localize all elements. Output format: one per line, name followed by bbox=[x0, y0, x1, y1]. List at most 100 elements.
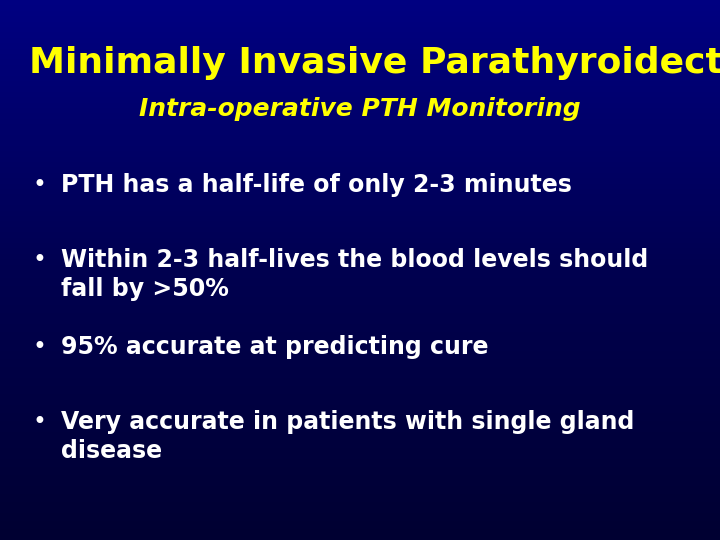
Bar bbox=[0, 294, 720, 297]
Bar bbox=[0, 200, 720, 202]
Bar bbox=[0, 537, 720, 540]
Bar bbox=[0, 284, 720, 286]
Bar bbox=[0, 354, 720, 356]
Bar bbox=[0, 143, 720, 146]
Bar bbox=[0, 94, 720, 97]
Text: Very accurate in patients with single gland
disease: Very accurate in patients with single gl… bbox=[61, 410, 634, 463]
Text: Minimally Invasive Parathyroidectomy: Minimally Invasive Parathyroidectomy bbox=[29, 46, 720, 80]
Bar bbox=[0, 35, 720, 38]
Text: 95% accurate at predicting cure: 95% accurate at predicting cure bbox=[61, 335, 489, 359]
Bar bbox=[0, 19, 720, 22]
Bar bbox=[0, 370, 720, 373]
Bar bbox=[0, 211, 720, 213]
Bar bbox=[0, 22, 720, 24]
Bar bbox=[0, 300, 720, 302]
Bar bbox=[0, 86, 720, 89]
Bar bbox=[0, 78, 720, 81]
Bar bbox=[0, 437, 720, 440]
Bar bbox=[0, 14, 720, 16]
Bar bbox=[0, 402, 720, 405]
Bar bbox=[0, 100, 720, 103]
Text: •: • bbox=[32, 410, 47, 434]
Bar bbox=[0, 502, 720, 505]
Bar bbox=[0, 497, 720, 500]
Bar bbox=[0, 127, 720, 130]
Bar bbox=[0, 451, 720, 454]
Bar bbox=[0, 184, 720, 186]
Bar bbox=[0, 508, 720, 510]
Bar bbox=[0, 68, 720, 70]
Bar bbox=[0, 259, 720, 262]
Bar bbox=[0, 51, 720, 54]
Bar bbox=[0, 478, 720, 481]
Bar bbox=[0, 273, 720, 275]
Bar bbox=[0, 524, 720, 526]
Bar bbox=[0, 521, 720, 524]
Bar bbox=[0, 235, 720, 238]
Bar bbox=[0, 178, 720, 181]
Bar bbox=[0, 30, 720, 32]
Bar bbox=[0, 167, 720, 170]
Bar bbox=[0, 510, 720, 513]
Bar bbox=[0, 243, 720, 246]
Bar bbox=[0, 59, 720, 62]
Bar bbox=[0, 270, 720, 273]
Bar bbox=[0, 348, 720, 351]
Bar bbox=[0, 389, 720, 392]
Bar bbox=[0, 526, 720, 529]
Bar bbox=[0, 297, 720, 300]
Bar bbox=[0, 124, 720, 127]
Text: Within 2-3 half-lives the blood levels should
fall by >50%: Within 2-3 half-lives the blood levels s… bbox=[61, 248, 649, 301]
Bar bbox=[0, 443, 720, 445]
Bar bbox=[0, 310, 720, 313]
Bar bbox=[0, 157, 720, 159]
Bar bbox=[0, 230, 720, 232]
Bar bbox=[0, 108, 720, 111]
Bar bbox=[0, 375, 720, 378]
Bar bbox=[0, 173, 720, 176]
Bar bbox=[0, 381, 720, 383]
Bar bbox=[0, 429, 720, 432]
Bar bbox=[0, 462, 720, 464]
Bar bbox=[0, 221, 720, 224]
Bar bbox=[0, 286, 720, 289]
Bar bbox=[0, 216, 720, 219]
Bar bbox=[0, 238, 720, 240]
Bar bbox=[0, 500, 720, 502]
Bar bbox=[0, 43, 720, 46]
Bar bbox=[0, 192, 720, 194]
Bar bbox=[0, 316, 720, 319]
Bar bbox=[0, 254, 720, 256]
Bar bbox=[0, 427, 720, 429]
Bar bbox=[0, 340, 720, 343]
Bar bbox=[0, 418, 720, 421]
Bar bbox=[0, 535, 720, 537]
Bar bbox=[0, 27, 720, 30]
Bar bbox=[0, 189, 720, 192]
Bar bbox=[0, 321, 720, 324]
Bar bbox=[0, 132, 720, 135]
Bar bbox=[0, 84, 720, 86]
Bar bbox=[0, 186, 720, 189]
Bar bbox=[0, 49, 720, 51]
Bar bbox=[0, 356, 720, 359]
Bar bbox=[0, 332, 720, 335]
Bar bbox=[0, 224, 720, 227]
Bar bbox=[0, 475, 720, 478]
Bar bbox=[0, 446, 720, 448]
Bar bbox=[0, 197, 720, 200]
Bar bbox=[0, 0, 720, 3]
Bar bbox=[0, 435, 720, 437]
Bar bbox=[0, 267, 720, 270]
Bar bbox=[0, 246, 720, 248]
Bar bbox=[0, 518, 720, 521]
Bar bbox=[0, 176, 720, 178]
Bar bbox=[0, 162, 720, 165]
Bar bbox=[0, 119, 720, 122]
Bar bbox=[0, 329, 720, 332]
Bar bbox=[0, 105, 720, 108]
Bar bbox=[0, 367, 720, 370]
Text: •: • bbox=[32, 173, 47, 197]
Bar bbox=[0, 103, 720, 105]
Bar bbox=[0, 97, 720, 100]
